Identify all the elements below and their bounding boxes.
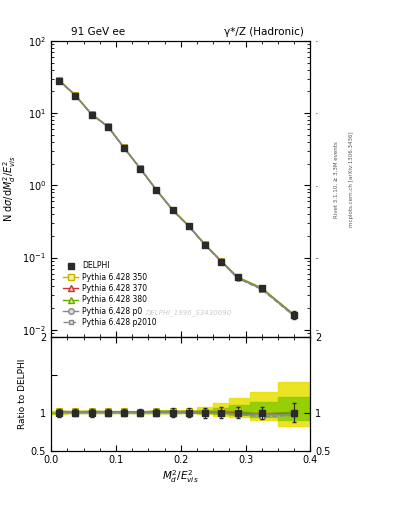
- Legend: DELPHI, Pythia 6.428 350, Pythia 6.428 370, Pythia 6.428 380, Pythia 6.428 p0, P: DELPHI, Pythia 6.428 350, Pythia 6.428 3…: [60, 259, 160, 330]
- Text: Rivet 3.1.10, ≥ 3.3M events: Rivet 3.1.10, ≥ 3.3M events: [334, 141, 338, 218]
- Text: mcplots.cern.ch [arXiv:1306.3436]: mcplots.cern.ch [arXiv:1306.3436]: [349, 132, 354, 227]
- Text: DELPHI_1996_S3430090: DELPHI_1996_S3430090: [145, 310, 232, 316]
- Text: γ*/Z (Hadronic): γ*/Z (Hadronic): [224, 27, 304, 36]
- Y-axis label: N d$\sigma$/d$M^2_d$/$E^2_{vis}$: N d$\sigma$/d$M^2_d$/$E^2_{vis}$: [2, 156, 18, 222]
- X-axis label: $M^2_d/E^2_{vis}$: $M^2_d/E^2_{vis}$: [162, 468, 199, 485]
- Y-axis label: Ratio to DELPHI: Ratio to DELPHI: [18, 358, 27, 429]
- Text: 91 GeV ee: 91 GeV ee: [71, 27, 125, 36]
